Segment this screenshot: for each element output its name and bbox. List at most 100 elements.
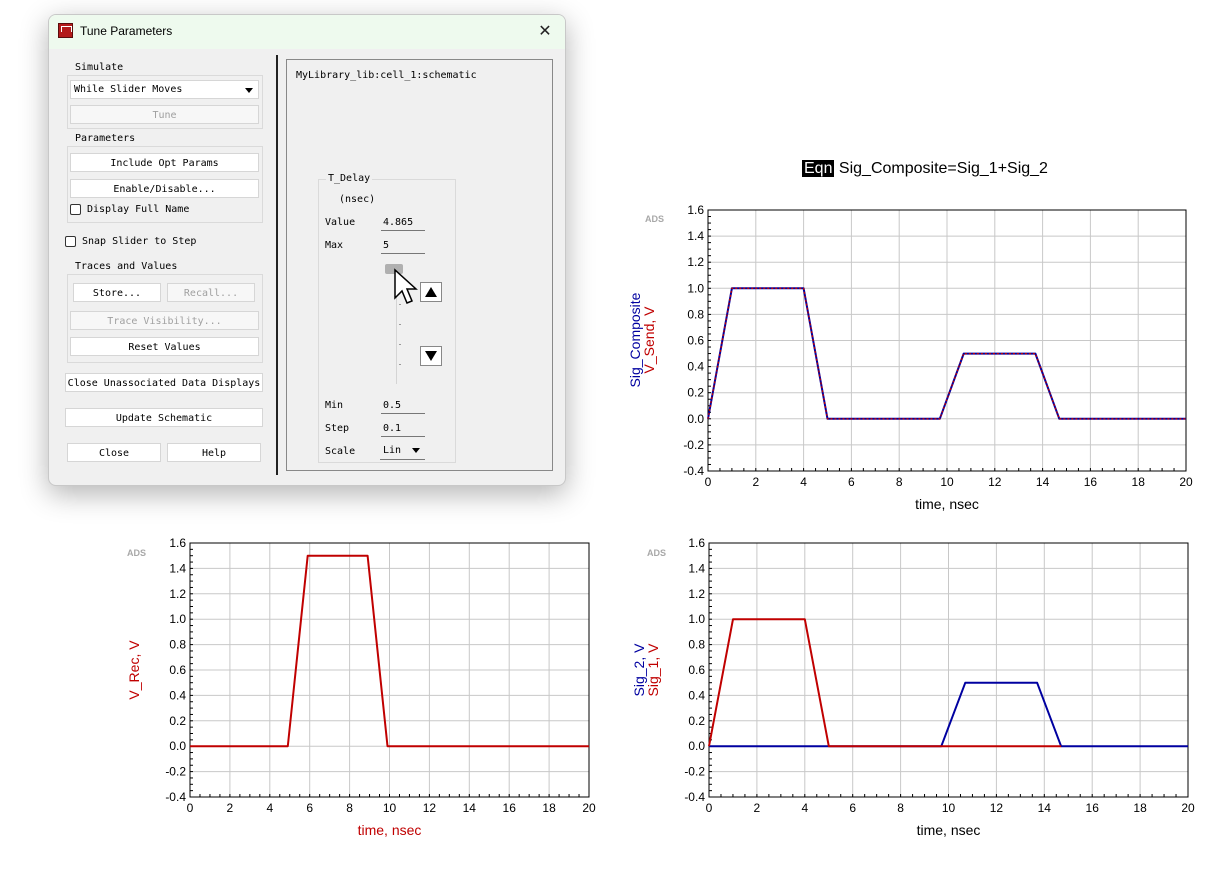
x-tick-label: 16 [503, 801, 517, 815]
series-line [707, 287, 1186, 420]
trace-visibility-button[interactable]: Trace Visibility... [70, 311, 259, 330]
parameters-group-label: Parameters [73, 133, 138, 144]
simulate-mode-select[interactable]: While Slider Moves [70, 80, 259, 99]
tuner-group [318, 179, 456, 463]
y-tick-label: 0.0 [687, 412, 704, 426]
tune-parameters-dialog: Tune Parameters ✕ Simulate While Slider … [48, 14, 566, 486]
min-label: Min [325, 400, 344, 411]
y-tick-label: 1.0 [169, 612, 186, 626]
equation-text: Sig_Composite=Sig_1+Sig_2 [838, 160, 1048, 177]
close-unassociated-data-displays-button[interactable]: Close Unassociated Data Displays [65, 373, 263, 392]
tuner-param-unit: (nsec) [339, 194, 376, 205]
include-opt-params-button[interactable]: Include Opt Params [70, 153, 259, 172]
y-tick-label: 1.4 [688, 561, 705, 575]
x-tick-label: 20 [1179, 475, 1193, 489]
close-icon[interactable]: ✕ [538, 21, 552, 40]
value-input[interactable]: 4.865 [381, 215, 425, 231]
x-tick-label: 18 [542, 801, 556, 815]
y-tick-label: 0.4 [688, 688, 705, 702]
slider-thumb[interactable] [385, 264, 403, 274]
eqn-tag: Eqn [802, 160, 835, 177]
tuner-param-name: T_Delay [326, 173, 373, 184]
traces-values-group [67, 274, 263, 363]
x-axis-label: time, nsec [915, 496, 979, 512]
snap-slider-label: Snap Slider to Step [82, 236, 197, 247]
decrement-button[interactable] [420, 346, 442, 366]
max-label: Max [325, 240, 344, 251]
chevron-down-icon [412, 448, 420, 453]
scale-select[interactable]: Lin [380, 442, 425, 460]
y-tick-label: 1.6 [688, 536, 705, 550]
title-bar[interactable]: Tune Parameters ✕ [49, 15, 565, 49]
x-tick-label: 10 [383, 801, 397, 815]
snap-slider-checkbox[interactable] [65, 236, 76, 247]
chevron-down-icon [245, 88, 253, 93]
y-tick-label: 1.2 [169, 587, 186, 601]
x-tick-label: 18 [1133, 801, 1147, 815]
y-tick-label: -0.4 [684, 790, 705, 804]
parameters-group [67, 146, 263, 223]
y-tick-label: 0.4 [687, 360, 704, 374]
x-tick-label: 14 [463, 801, 477, 815]
series-line [709, 681, 1188, 748]
y-tick-label: 0.8 [169, 638, 186, 652]
series-line [708, 618, 1062, 748]
enable-disable-button[interactable]: Enable/Disable... [70, 179, 259, 198]
ads-watermark: ADS [647, 548, 666, 558]
x-tick-label: 12 [423, 801, 437, 815]
x-tick-label: 0 [187, 801, 194, 815]
x-tick-label: 10 [940, 475, 954, 489]
x-tick-label: 8 [896, 475, 903, 489]
x-tick-label: 4 [266, 801, 273, 815]
y-tick-label: 1.6 [687, 203, 704, 217]
step-input[interactable]: 0.1 [381, 421, 425, 437]
y-tick-label: 0.0 [688, 739, 705, 753]
min-input[interactable]: 0.5 [381, 398, 425, 414]
y-tick-label: 0.8 [687, 307, 704, 321]
help-button[interactable]: Help [167, 443, 261, 462]
splitter[interactable] [276, 55, 278, 475]
dialog-title: Tune Parameters [80, 24, 173, 38]
scale-value: Lin [383, 445, 402, 456]
y-tick-label: -0.2 [684, 765, 705, 779]
store-button[interactable]: Store... [73, 283, 161, 302]
y-tick-label: -0.2 [165, 765, 186, 779]
increment-button[interactable] [420, 282, 442, 302]
tune-button[interactable]: Tune [70, 105, 259, 124]
y-tick-label: 1.2 [687, 255, 704, 269]
simulate-mode-value: While Slider Moves [74, 84, 183, 95]
y-tick-label: 1.2 [688, 587, 705, 601]
x-tick-label: 20 [1181, 801, 1195, 815]
recall-button[interactable]: Recall... [167, 283, 255, 302]
x-axis-label: time, nsec [917, 822, 981, 838]
update-schematic-button[interactable]: Update Schematic [65, 408, 263, 427]
close-button[interactable]: Close [67, 443, 161, 462]
design-path: MyLibrary_lib:cell_1:schematic [296, 70, 477, 81]
simulate-group-label: Simulate [73, 62, 126, 73]
ads-watermark: ADS [645, 214, 664, 224]
x-axis-label: time, nsec [358, 822, 422, 838]
y-tick-label: 0.2 [687, 386, 704, 400]
y-tick-label: 0.4 [169, 688, 186, 702]
y-axis-label: V_Rec, V [126, 640, 142, 700]
x-tick-label: 6 [849, 801, 856, 815]
max-input[interactable]: 5 [381, 238, 425, 254]
y-tick-label: -0.4 [683, 464, 704, 478]
y-tick-label: 1.4 [687, 229, 704, 243]
scale-label: Scale [325, 446, 356, 457]
x-tick-label: 6 [848, 475, 855, 489]
x-tick-label: 16 [1086, 801, 1100, 815]
y-tick-label: 1.6 [169, 536, 186, 550]
y-tick-label: 0.2 [169, 714, 186, 728]
x-tick-label: 18 [1132, 475, 1146, 489]
series-line [707, 287, 1186, 420]
display-full-name-checkbox[interactable] [70, 204, 81, 215]
simulate-group [67, 75, 263, 129]
tuner-panel: MyLibrary_lib:cell_1:schematic T_Delay (… [286, 59, 553, 471]
y-tick-label: 0.6 [687, 334, 704, 348]
value-label: Value [325, 217, 356, 228]
reset-values-button[interactable]: Reset Values [70, 337, 259, 356]
x-tick-label: 12 [990, 801, 1004, 815]
y-axis-label: Sig_2, V [631, 643, 647, 697]
x-tick-label: 4 [801, 801, 808, 815]
